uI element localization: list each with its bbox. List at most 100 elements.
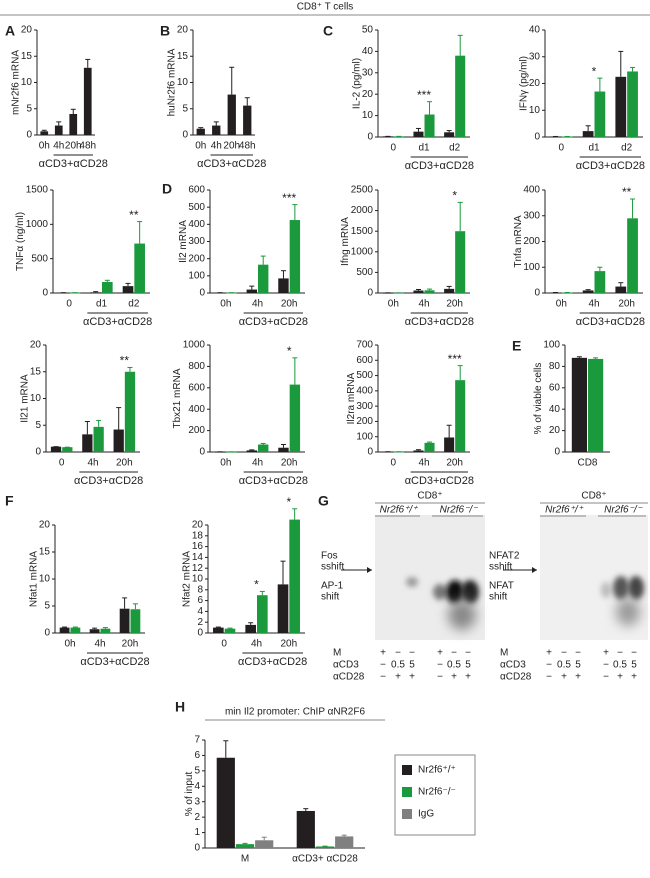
y-tick-label: 200 [523, 236, 540, 247]
x-tick-label: 4h [94, 639, 105, 650]
treatment-cell: − [603, 672, 609, 683]
y-tick-label: 5 [194, 765, 200, 776]
treatment-cell: + [561, 672, 567, 683]
y-tick-label: 7 [194, 735, 200, 746]
treatment-label: αCD28 [500, 672, 532, 683]
band-label: Fos [321, 551, 338, 562]
treatment-cell: − [437, 672, 443, 683]
treatment-label: αCD3 [500, 660, 526, 671]
y-axis-label: Nfat2 mRNA [181, 551, 192, 607]
bar [424, 442, 435, 452]
treatment-cell: − [437, 660, 443, 671]
significance: * [286, 495, 291, 509]
x-tick-label: 0h [556, 299, 567, 310]
y-tick-label: 40 [529, 25, 541, 36]
treatment-cell: − [575, 648, 581, 659]
bar [246, 289, 257, 293]
bar [258, 264, 269, 293]
y-tick-label: 0 [35, 447, 41, 458]
significance: ** [129, 208, 139, 222]
x-tick-label: 4h [252, 458, 263, 469]
group-label: αCD3+αCD28 [239, 316, 308, 328]
bar [594, 91, 606, 137]
y-tick-label: 20 [192, 520, 204, 531]
x-tick-label: 4h [418, 299, 429, 310]
legend-label: Nr2f6⁺/⁺ [418, 765, 456, 776]
bar [424, 114, 435, 137]
bar [615, 286, 627, 293]
gel-band [601, 582, 611, 598]
bar [571, 357, 587, 452]
treatment-cell: 0.5 [391, 660, 405, 671]
bar [588, 358, 604, 452]
gel-band [433, 584, 447, 600]
chart-title: min Il2 promoter: ChIP αNR2F6 [225, 707, 366, 718]
treatment-cell: − [546, 672, 552, 683]
x-tick-label: 4h [53, 141, 64, 152]
bar [582, 290, 594, 293]
band-label: shift [321, 592, 340, 603]
treatment-cell: 5 [409, 660, 415, 671]
treatment-cell: − [380, 660, 386, 671]
treatment-cell: − [409, 648, 415, 659]
treatment-cell: + [395, 672, 401, 683]
x-tick-label: 4h [211, 141, 222, 152]
bar [278, 447, 289, 452]
y-axis-label: TNFα (ng/ml) [15, 212, 26, 271]
y-tick-label: 0 [367, 447, 373, 458]
panel-label: C [323, 23, 333, 39]
y-tick-label: 4 [194, 781, 200, 792]
y-tick-label: 500 [188, 202, 205, 213]
x-tick-label: 20h [281, 458, 298, 469]
significance: * [452, 189, 457, 203]
treatment-cell: + [380, 648, 386, 659]
bar [227, 94, 236, 135]
bar [627, 71, 638, 137]
group-label: αCD3+αCD28 [39, 158, 108, 170]
gel-band [613, 576, 629, 600]
treatment-cell: − [546, 660, 552, 671]
legend-label: IgG [418, 809, 434, 820]
band-label: NFAT [489, 581, 514, 592]
y-tick-label: 10 [192, 574, 204, 585]
y-tick-label: 4 [197, 606, 203, 617]
y-tick-label: 15 [177, 51, 189, 62]
significance: * [254, 578, 259, 592]
y-tick-label: 1500 [26, 185, 49, 196]
y-tick-label: 1 [194, 827, 200, 838]
y-tick-label: 10 [39, 574, 51, 585]
significance: *** [282, 191, 296, 205]
bar [62, 447, 73, 452]
gel-band [461, 580, 479, 604]
legend-box [394, 754, 476, 836]
y-tick-label: 5 [26, 103, 32, 114]
bar [627, 218, 638, 293]
x-tick-label: 20h [65, 141, 82, 152]
treatment-cell: 5 [465, 660, 471, 671]
y-axis-label: Nfat1 mRNA [28, 551, 39, 607]
y-tick-label: 8 [197, 584, 203, 595]
bar [289, 519, 300, 633]
bar [196, 128, 205, 135]
treatment-cell: − [561, 648, 567, 659]
gel-band [406, 577, 418, 587]
treatment-label: M [333, 648, 341, 659]
y-tick-label: 300 [523, 210, 540, 221]
y-tick-label: 5 [182, 103, 188, 114]
x-tick-label: 20h [446, 299, 463, 310]
y-tick-label: 2000 [351, 205, 374, 216]
gel-smear [448, 600, 476, 630]
bar [278, 278, 289, 293]
x-tick-label: 48h [79, 141, 96, 152]
y-tick-label: 100 [523, 262, 540, 273]
bar [69, 114, 78, 135]
y-tick-label: 16 [192, 541, 204, 552]
treatment-cell: + [451, 672, 457, 683]
y-tick-label: 600 [188, 382, 205, 393]
treatment-cell: 0.5 [557, 660, 571, 671]
y-tick-label: 500 [356, 370, 373, 381]
bar [70, 627, 81, 633]
genotype-label: Nr2f6⁻/⁻ [440, 505, 479, 516]
treatment-cell: 5 [575, 660, 581, 671]
